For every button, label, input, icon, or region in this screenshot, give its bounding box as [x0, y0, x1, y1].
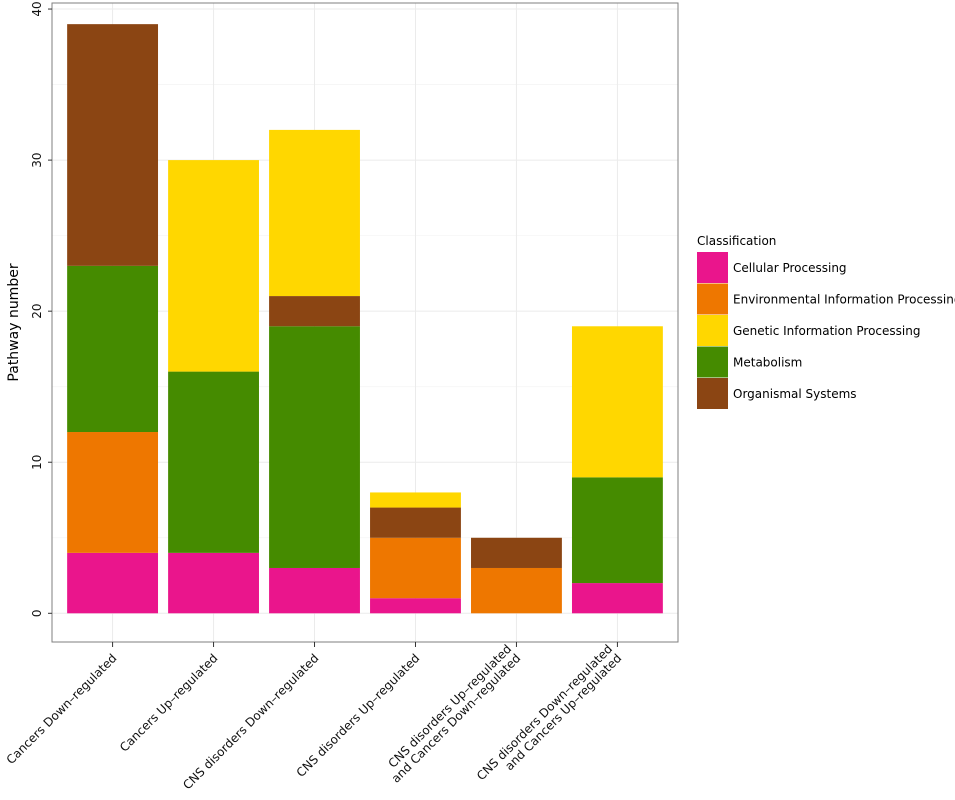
y-tick-label: 20: [30, 304, 44, 319]
bar-segment-cellular-processing: [370, 598, 461, 614]
bar-segment-genetic-information-processing: [269, 129, 360, 297]
legend-swatch: [697, 346, 728, 378]
legend-swatch: [697, 378, 728, 409]
legend-label: Cellular Processing: [733, 261, 847, 275]
legend-label: Genetic Information Processing: [733, 324, 920, 338]
bar-segment-metabolism: [269, 326, 360, 568]
x-tick-label-group: Cancers Up–regulated: [117, 651, 221, 755]
legend-title: Classification: [697, 234, 776, 248]
x-tick-label-group: Cancers Down–regulated: [4, 651, 120, 767]
y-tick-label: 0: [30, 609, 44, 617]
bar-segment-organismal-systems: [370, 507, 461, 538]
bar-segment-environmental-information-processing: [471, 567, 562, 614]
legend-label: Environmental Information Processing: [733, 293, 955, 307]
bar-segment-environmental-information-processing: [370, 537, 461, 599]
bar-segment-genetic-information-processing: [168, 160, 259, 372]
x-tick-label: Cancers Down–regulated: [4, 651, 120, 767]
legend: Classification Cellular Processing Enviro…: [697, 234, 955, 409]
bar-segment-genetic-information-processing: [571, 326, 663, 478]
bar-segment-organismal-systems: [67, 24, 159, 266]
y-tick-label: 40: [30, 1, 44, 16]
bar-segment-cellular-processing: [269, 567, 360, 614]
y-axis: 0 10 20 30 40: [30, 1, 52, 617]
y-axis-title: Pathway number: [6, 263, 22, 381]
x-tick-label: and Cancers Up–regulated: [502, 651, 624, 773]
bar-segment-organismal-systems: [471, 537, 562, 568]
bar-segment-cellular-processing: [168, 552, 259, 614]
x-tick-label: Cancers Up–regulated: [117, 651, 221, 755]
bar-segment-metabolism: [571, 477, 663, 584]
legend-label: Organismal Systems: [733, 387, 857, 401]
bars-layer: [67, 24, 663, 614]
bar-segment-cellular-processing: [571, 583, 663, 614]
bar-segment-cellular-processing: [67, 552, 159, 614]
bar-segment-organismal-systems: [269, 296, 360, 327]
bar-segment-environmental-information-processing: [67, 432, 159, 553]
legend-swatch: [697, 315, 728, 346]
y-tick-label: 30: [30, 152, 44, 167]
plot-panel-border: [51, 2, 679, 643]
y-tick-label: 10: [30, 455, 44, 470]
bar-segment-metabolism: [67, 265, 159, 433]
bar-segment-metabolism: [168, 371, 259, 553]
legend-swatch: [697, 252, 728, 283]
legend-label: Metabolism: [733, 356, 802, 370]
bar-segment-genetic-information-processing: [370, 492, 461, 508]
legend-swatch: [697, 283, 728, 315]
